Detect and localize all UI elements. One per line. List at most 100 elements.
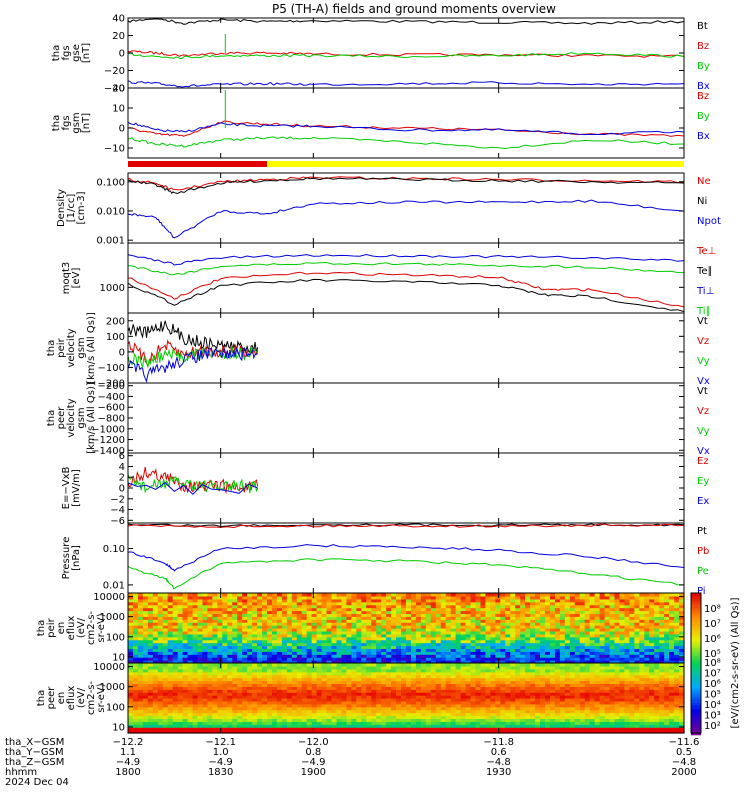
spectrogram-cell bbox=[589, 633, 596, 638]
spectrogram-cell bbox=[500, 712, 506, 717]
spectrogram-cell bbox=[366, 654, 372, 658]
spectrogram-cell bbox=[371, 668, 377, 673]
spectrogram-cell bbox=[311, 671, 318, 676]
spectrogram-cell bbox=[132, 657, 139, 661]
spectrogram-cell bbox=[564, 613, 571, 617]
spectrogram-cell bbox=[346, 680, 352, 685]
spectrogram-cell bbox=[535, 657, 541, 661]
spectrogram-cell bbox=[490, 593, 496, 597]
spectrogram-cell bbox=[172, 622, 179, 626]
spectrogram-cell bbox=[490, 700, 496, 705]
spectrogram-cell bbox=[386, 695, 392, 699]
spectrogram-cell bbox=[281, 724, 288, 728]
spectrogram-cell bbox=[525, 607, 531, 612]
spectrogram-cell bbox=[505, 598, 511, 603]
spectrogram-cell bbox=[252, 721, 258, 725]
spectrogram-cell bbox=[197, 660, 204, 664]
spectrogram-cell bbox=[152, 625, 159, 629]
spectrogram-cell bbox=[267, 703, 273, 708]
y-tick-label: −1200 bbox=[91, 435, 125, 446]
spectrogram-cell bbox=[128, 651, 134, 655]
spectrogram-cell bbox=[624, 660, 630, 664]
spectrogram-cell bbox=[574, 648, 581, 652]
spectrogram-cell bbox=[227, 630, 233, 635]
spectrogram-cell bbox=[450, 680, 457, 685]
spectrogram-cell bbox=[470, 642, 477, 647]
spectrogram-cell bbox=[435, 689, 442, 693]
spectrogram-cell bbox=[286, 601, 293, 606]
spectrogram-cell bbox=[485, 718, 491, 722]
spectrogram-cell bbox=[326, 645, 333, 650]
spectrogram-cell bbox=[157, 660, 164, 664]
spectrogram-cell bbox=[276, 671, 283, 676]
spectrogram-cell bbox=[535, 712, 541, 717]
spectrogram-cell bbox=[197, 639, 204, 644]
spectrogram-cell bbox=[286, 709, 293, 714]
spectrogram-cell bbox=[252, 689, 258, 693]
spectrogram-cell bbox=[406, 677, 412, 682]
spectrogram-cell bbox=[316, 616, 323, 620]
spectrogram-cell bbox=[341, 698, 348, 702]
spectrogram-cell bbox=[574, 625, 581, 629]
spectrogram-cell bbox=[500, 709, 506, 714]
spectrogram-cell bbox=[520, 698, 526, 702]
spectrogram-cell bbox=[187, 712, 194, 717]
spectrogram-cell bbox=[296, 727, 303, 731]
y-axis-label-line: eflux bbox=[66, 616, 77, 641]
spectrogram-cell bbox=[445, 718, 452, 722]
spectrogram-cell bbox=[132, 730, 139, 734]
spectrogram-cell bbox=[137, 700, 144, 705]
spectrogram-cell bbox=[306, 712, 313, 717]
spectrogram-cell bbox=[351, 718, 357, 722]
spectrogram-cell bbox=[301, 683, 308, 687]
spectrogram-cell bbox=[311, 677, 318, 682]
spectrogram-cell bbox=[197, 715, 204, 720]
spectrogram-cell bbox=[510, 721, 516, 725]
spectrogram-cell bbox=[341, 709, 348, 714]
spectrogram-cell bbox=[351, 686, 357, 690]
spectrogram-cell bbox=[589, 619, 596, 623]
y-axis-label: tha fgs gsm [nT] bbox=[51, 112, 92, 133]
spectrogram-cell bbox=[430, 593, 437, 597]
spectrogram-cell bbox=[480, 727, 487, 731]
spectrogram-cell bbox=[376, 718, 382, 722]
spectrogram-cell bbox=[525, 613, 531, 617]
spectrogram-cell bbox=[415, 668, 422, 673]
spectrogram-cell bbox=[207, 660, 213, 664]
spectrogram-cell bbox=[341, 595, 348, 600]
spectrogram-cell bbox=[614, 660, 621, 664]
spectrogram-cell bbox=[406, 607, 412, 612]
spectrogram-cell bbox=[391, 715, 397, 720]
spectrogram-cell bbox=[381, 727, 387, 731]
spectrogram-cell bbox=[450, 636, 457, 641]
spectrogram-cell bbox=[505, 680, 511, 685]
spectrogram-cell bbox=[147, 724, 154, 728]
spectrogram-cell bbox=[579, 604, 586, 609]
spectrogram-cell bbox=[500, 657, 506, 661]
spectrogram-cell bbox=[549, 598, 556, 603]
spectrogram-cell bbox=[624, 601, 630, 606]
spectrogram-cell bbox=[669, 651, 675, 655]
spectrogram-cell bbox=[450, 595, 457, 600]
spectrogram-cell bbox=[286, 657, 293, 661]
spectrogram-cell bbox=[435, 622, 442, 626]
spectrogram-cell bbox=[147, 680, 154, 685]
spectrogram-cell bbox=[217, 663, 223, 667]
spectrogram-cell bbox=[311, 660, 318, 664]
spectrogram-cell bbox=[192, 715, 199, 720]
spectrogram-cell bbox=[480, 595, 487, 600]
spectrogram-cell bbox=[177, 654, 184, 658]
spectrogram-cell bbox=[465, 663, 472, 667]
spectrogram-cell bbox=[316, 642, 323, 647]
spectrogram-cell bbox=[227, 663, 233, 667]
spectrogram-cell bbox=[252, 671, 258, 676]
spectrogram-cell bbox=[386, 633, 392, 638]
spectrogram-cell bbox=[415, 595, 422, 600]
spectrogram-cell bbox=[316, 628, 323, 632]
spectrogram-cell bbox=[222, 604, 228, 609]
spectrogram-cell bbox=[212, 668, 218, 673]
spectrogram-cell bbox=[351, 709, 357, 714]
spectrogram-cell bbox=[177, 636, 184, 641]
spectrogram-cell bbox=[415, 727, 422, 731]
